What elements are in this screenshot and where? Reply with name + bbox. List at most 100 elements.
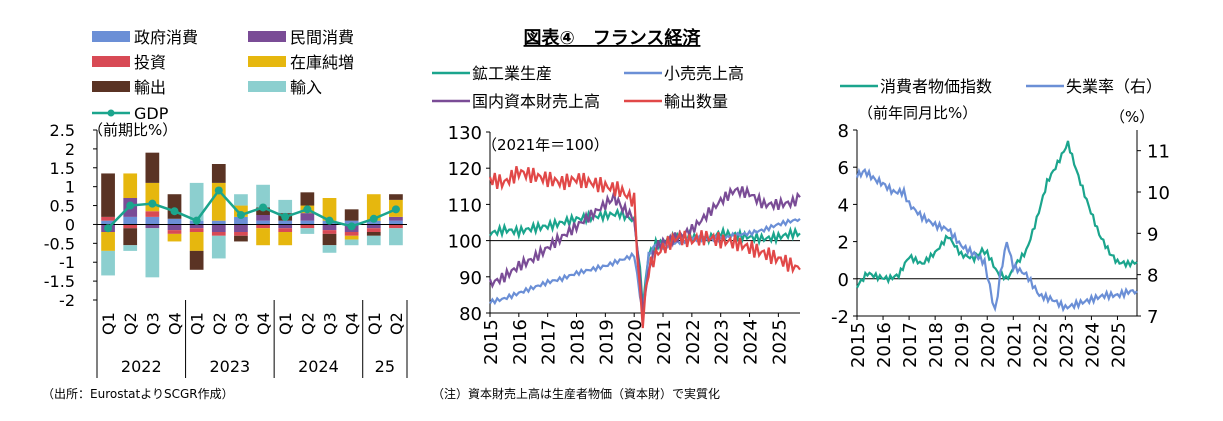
x-tick-label-9: 2024: [741, 319, 762, 365]
x-tick-label-10: 2025: [769, 319, 790, 365]
bar---8: [278, 199, 293, 214]
bar---4: [189, 228, 204, 232]
bar---8: [278, 232, 293, 246]
x-tick-label-2: 2017: [539, 319, 560, 365]
bar---1: [123, 173, 138, 198]
bar---8: [278, 228, 293, 232]
legend-label-4: 輸出: [134, 78, 166, 97]
bar---7: [256, 184, 270, 208]
y-tick-label-2: 110: [448, 195, 482, 216]
x-tick-label-5: 2020: [978, 322, 999, 368]
x-tick-label-7: 2022: [683, 319, 704, 365]
legend-swatch-0: [92, 31, 130, 42]
bar---1: [123, 216, 138, 225]
y-tick-label-4: 90: [459, 268, 482, 289]
bar---7: [256, 228, 270, 246]
x-tick-label-4: 2019: [596, 319, 617, 365]
source-note: （出所：EurostatよりSCGR作成）: [42, 387, 234, 401]
y-tick-label-3: 1: [65, 178, 75, 197]
bar---9: [300, 228, 315, 234]
y-tick-label-3: 2: [838, 233, 849, 254]
x-quarter-label-2: Q3: [143, 312, 162, 335]
bar---9: [300, 220, 315, 225]
y-tick-label-2: 1.5: [50, 159, 75, 178]
gdp-point-2: [148, 199, 157, 208]
bar---12: [366, 228, 381, 232]
y-tick-label-8: -1.5: [44, 272, 75, 291]
bar---2: [145, 228, 160, 278]
x-quarter-label-5: Q2: [210, 312, 229, 335]
legend-label-0: 消費者物価指数: [880, 77, 992, 96]
bar---9: [300, 224, 315, 229]
gdp-point-4: [192, 216, 201, 225]
bar---0: [101, 173, 115, 217]
y-tick-label-0: 130: [448, 123, 482, 144]
y-tick-label-5: 80: [459, 304, 482, 325]
price-chart-unit-label: （前年同月比%）: [858, 104, 977, 122]
legend-label-0: 鉱工業生産: [472, 64, 552, 83]
y-tick-label-9: -2: [59, 291, 75, 310]
legend-label-3: 輸出数量: [664, 92, 728, 111]
x-quarter-label-7: Q4: [254, 312, 273, 335]
footnote: （注）資本財売上高は生産者物価（資本財）で実質化: [432, 386, 720, 401]
year-label-1: 2023: [209, 357, 250, 376]
legend-label-3: 在庫純増: [290, 53, 354, 72]
y-tick-label-3: 100: [448, 232, 482, 253]
x-quarter-label-6: Q3: [232, 312, 251, 335]
legend-gdp-label: GDP: [134, 104, 169, 123]
legend-label-1: 小売売上高: [664, 64, 744, 83]
bar---13: [389, 224, 403, 229]
figure-title: 図表④ フランス経済: [524, 27, 702, 49]
x-quarter-label-11: Q4: [343, 312, 362, 335]
series-line-1: [855, 167, 1138, 313]
series-line-0: [856, 140, 1138, 289]
bar---4: [189, 224, 204, 229]
gdp-point-3: [170, 207, 179, 216]
bar---3: [167, 233, 182, 242]
gdp-point-5: [214, 186, 223, 195]
bar---13: [389, 194, 403, 200]
bar---5: [211, 164, 226, 183]
legend-gdp-marker: [107, 109, 115, 117]
bar---5: [211, 224, 226, 232]
y-tick-label-2: 4: [838, 195, 849, 216]
price-chart-right-unit-label: （%）: [1110, 108, 1154, 126]
legend-label-2: 国内資本財売上高: [472, 92, 600, 111]
bar---2: [145, 211, 160, 217]
y-tick-label-0: 2.5: [50, 121, 75, 140]
bar---10: [322, 230, 337, 234]
x-quarter-label-13: Q2: [387, 312, 406, 335]
x-quarter-label-10: Q3: [321, 312, 340, 335]
y2-tick-label-4: 7: [1147, 307, 1158, 328]
x-tick-label-1: 2016: [874, 322, 895, 368]
industry-chart-unit-label: （2021年＝100）: [482, 136, 609, 154]
year-label-0: 2022: [121, 357, 162, 376]
legend-swatch-1: [248, 31, 286, 42]
y-tick-label-0: 8: [838, 121, 849, 142]
x-quarter-label-4: Q1: [188, 312, 207, 335]
bar---10: [322, 224, 337, 231]
legend-swatch-5: [248, 81, 286, 92]
gdp-point-7: [259, 203, 268, 212]
legend-label-1: 失業率（右）: [1066, 77, 1162, 96]
bar---9: [300, 192, 315, 206]
bar---2: [145, 224, 160, 229]
bar---8: [278, 224, 293, 229]
x-quarter-label-3: Q4: [166, 312, 185, 335]
legend-swatch-2: [92, 56, 130, 67]
x-tick-label-5: 2020: [625, 319, 646, 365]
x-tick-label-8: 2023: [1056, 322, 1077, 368]
legend-swatch-4: [92, 81, 130, 92]
bar---10: [322, 245, 337, 253]
x-tick-label-10: 2025: [1108, 322, 1129, 368]
bar---12: [366, 224, 381, 229]
bar---2: [145, 152, 160, 183]
x-quarter-label-8: Q1: [276, 312, 295, 335]
bar---3: [167, 230, 182, 234]
x-tick-label-8: 2023: [712, 319, 733, 365]
bar---11: [344, 209, 359, 221]
x-quarter-label-0: Q1: [99, 312, 118, 335]
gdp-point-6: [236, 211, 245, 219]
bar---4: [189, 232, 204, 251]
